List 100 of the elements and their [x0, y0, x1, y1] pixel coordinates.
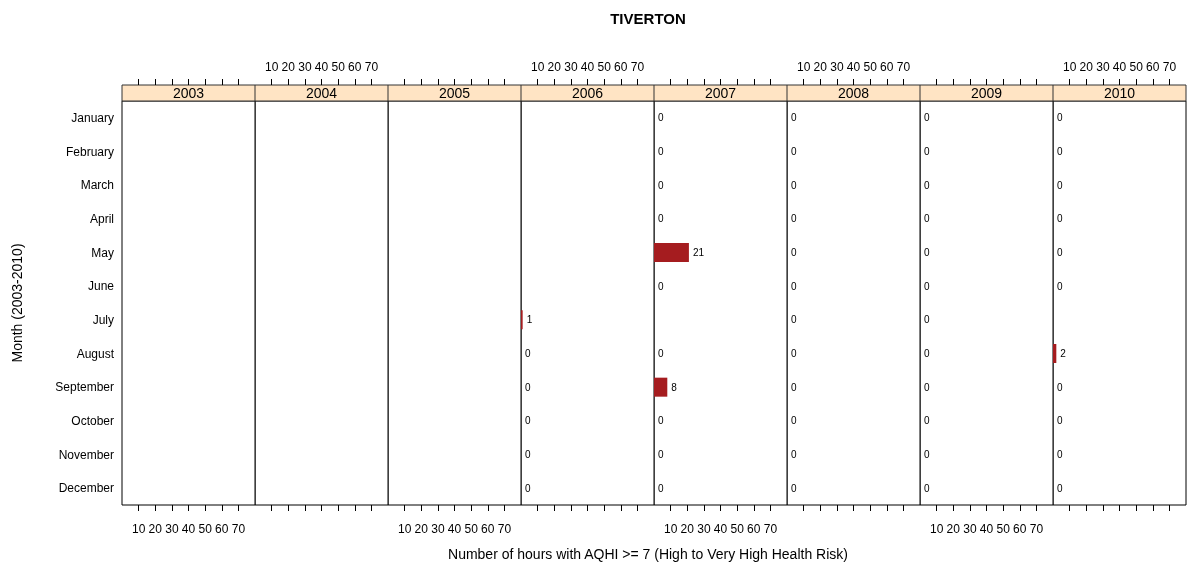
data-label: 0 [791, 381, 797, 393]
data-label: 0 [924, 415, 930, 427]
data-label: 8 [671, 381, 678, 393]
data-label: 0 [791, 415, 797, 427]
x-tick-label: 40 [713, 522, 728, 536]
data-label: 0 [1057, 213, 1063, 225]
x-tick-label: 70 [497, 522, 512, 536]
data-label: 0 [1057, 179, 1063, 191]
data-label: 1 [526, 314, 533, 326]
y-tick-label: April [89, 211, 114, 226]
x-tick-label: 40 [846, 60, 861, 74]
y-tick-label: June [87, 279, 115, 294]
data-label: 0 [791, 314, 797, 326]
y-tick-label: November [58, 447, 114, 462]
data-label: 0 [658, 213, 664, 225]
x-tick-label: 60 [1146, 60, 1160, 74]
x-tick-label: 70 [630, 60, 645, 74]
data-label: 0 [924, 112, 930, 124]
data-label: 0 [924, 247, 930, 258]
x-tick-label: 20 [680, 522, 695, 536]
y-tick-label: March [80, 178, 114, 193]
data-label: 0 [791, 449, 797, 460]
x-tick-label: 70 [763, 522, 778, 536]
x-tick-label: 50 [1129, 60, 1144, 74]
data-label: 0 [924, 179, 930, 191]
chart-subtitle: 2004 [305, 85, 338, 101]
x-tick-label: 40 [447, 522, 462, 536]
data-label: 0 [658, 415, 664, 427]
data-label: 0 [658, 179, 664, 191]
chart-subtitle: 2007 [704, 85, 737, 101]
data-label: 0 [1057, 247, 1063, 258]
data-label: 0 [791, 213, 797, 225]
y-tick-label: October [71, 413, 114, 428]
data-label: 0 [791, 247, 797, 258]
x-tick-label: 60 [614, 60, 628, 74]
data-label: 0 [525, 482, 531, 494]
x-tick-label: 20 [281, 60, 296, 74]
data-label: 0 [658, 348, 664, 359]
y-tick-label: February [65, 144, 114, 159]
y-axis-title: Month (2003-2010) [9, 243, 25, 363]
x-tick-label: 30 [298, 60, 312, 74]
x-tick-label: 40 [580, 60, 595, 74]
chart-subtitle: 2003 [172, 85, 205, 101]
chart-subtitle: 2005 [438, 85, 471, 101]
x-tick-label: 20 [946, 522, 961, 536]
data-label: 0 [924, 280, 930, 292]
x-tick-label: 50 [730, 522, 745, 536]
x-tick-label: 60 [880, 60, 894, 74]
data-label: 0 [1057, 415, 1063, 427]
x-tick-label: 20 [148, 522, 163, 536]
x-tick-label: 40 [979, 522, 994, 536]
chart-title: TIVERTON [610, 10, 686, 27]
data-label: 0 [1057, 449, 1063, 460]
y-tick-label: August [76, 346, 115, 361]
x-tick-label: 30 [830, 60, 844, 74]
data-label: 0 [924, 213, 930, 225]
x-tick-label: 50 [863, 60, 878, 74]
x-tick-label: 60 [747, 522, 761, 536]
x-tick-label: 10 [929, 522, 944, 536]
data-label: 0 [924, 482, 930, 494]
data-label: 0 [658, 280, 664, 292]
data-label: 0 [1057, 280, 1063, 292]
x-tick-label: 50 [331, 60, 346, 74]
x-tick-label: 10 [131, 522, 146, 536]
data-label: 0 [924, 314, 930, 326]
data-label: 0 [658, 449, 664, 460]
x-tick-label: 30 [1096, 60, 1110, 74]
x-tick-label: 50 [597, 60, 612, 74]
data-label: 0 [1057, 381, 1063, 393]
x-tick-label: 60 [1013, 522, 1027, 536]
data-label: 0 [791, 112, 797, 124]
data-label: 0 [658, 112, 664, 124]
data-label: 0 [525, 415, 531, 427]
x-tick-label: 30 [431, 522, 445, 536]
x-tick-label: 60 [481, 522, 495, 536]
data-label: 0 [1057, 482, 1063, 494]
y-tick-label: September [55, 380, 114, 395]
x-tick-label: 30 [165, 522, 179, 536]
data-label: 0 [791, 146, 797, 157]
data-label: 0 [525, 348, 531, 359]
data-label: 0 [1057, 146, 1063, 157]
data-label: 0 [791, 482, 797, 494]
data-label: 21 [692, 247, 705, 258]
chart-subtitle: 2009 [970, 85, 1003, 101]
x-tick-label: 70 [1162, 60, 1177, 74]
y-tick-label: December [58, 481, 114, 496]
x-tick-label: 70 [896, 60, 911, 74]
x-tick-label: 10 [663, 522, 678, 536]
x-tick-label: 70 [364, 60, 379, 74]
x-tick-label: 60 [215, 522, 229, 536]
x-tick-label: 50 [198, 522, 213, 536]
chart-subtitle: 2010 [1103, 85, 1136, 101]
x-tick-label: 50 [996, 522, 1011, 536]
x-tick-label: 20 [813, 60, 828, 74]
data-label: 0 [924, 348, 930, 359]
data-label: 0 [791, 280, 797, 292]
x-tick-label: 70 [1029, 522, 1044, 536]
x-tick-label: 10 [397, 522, 412, 536]
data-label: 0 [525, 381, 531, 393]
x-tick-label: 40 [181, 522, 196, 536]
